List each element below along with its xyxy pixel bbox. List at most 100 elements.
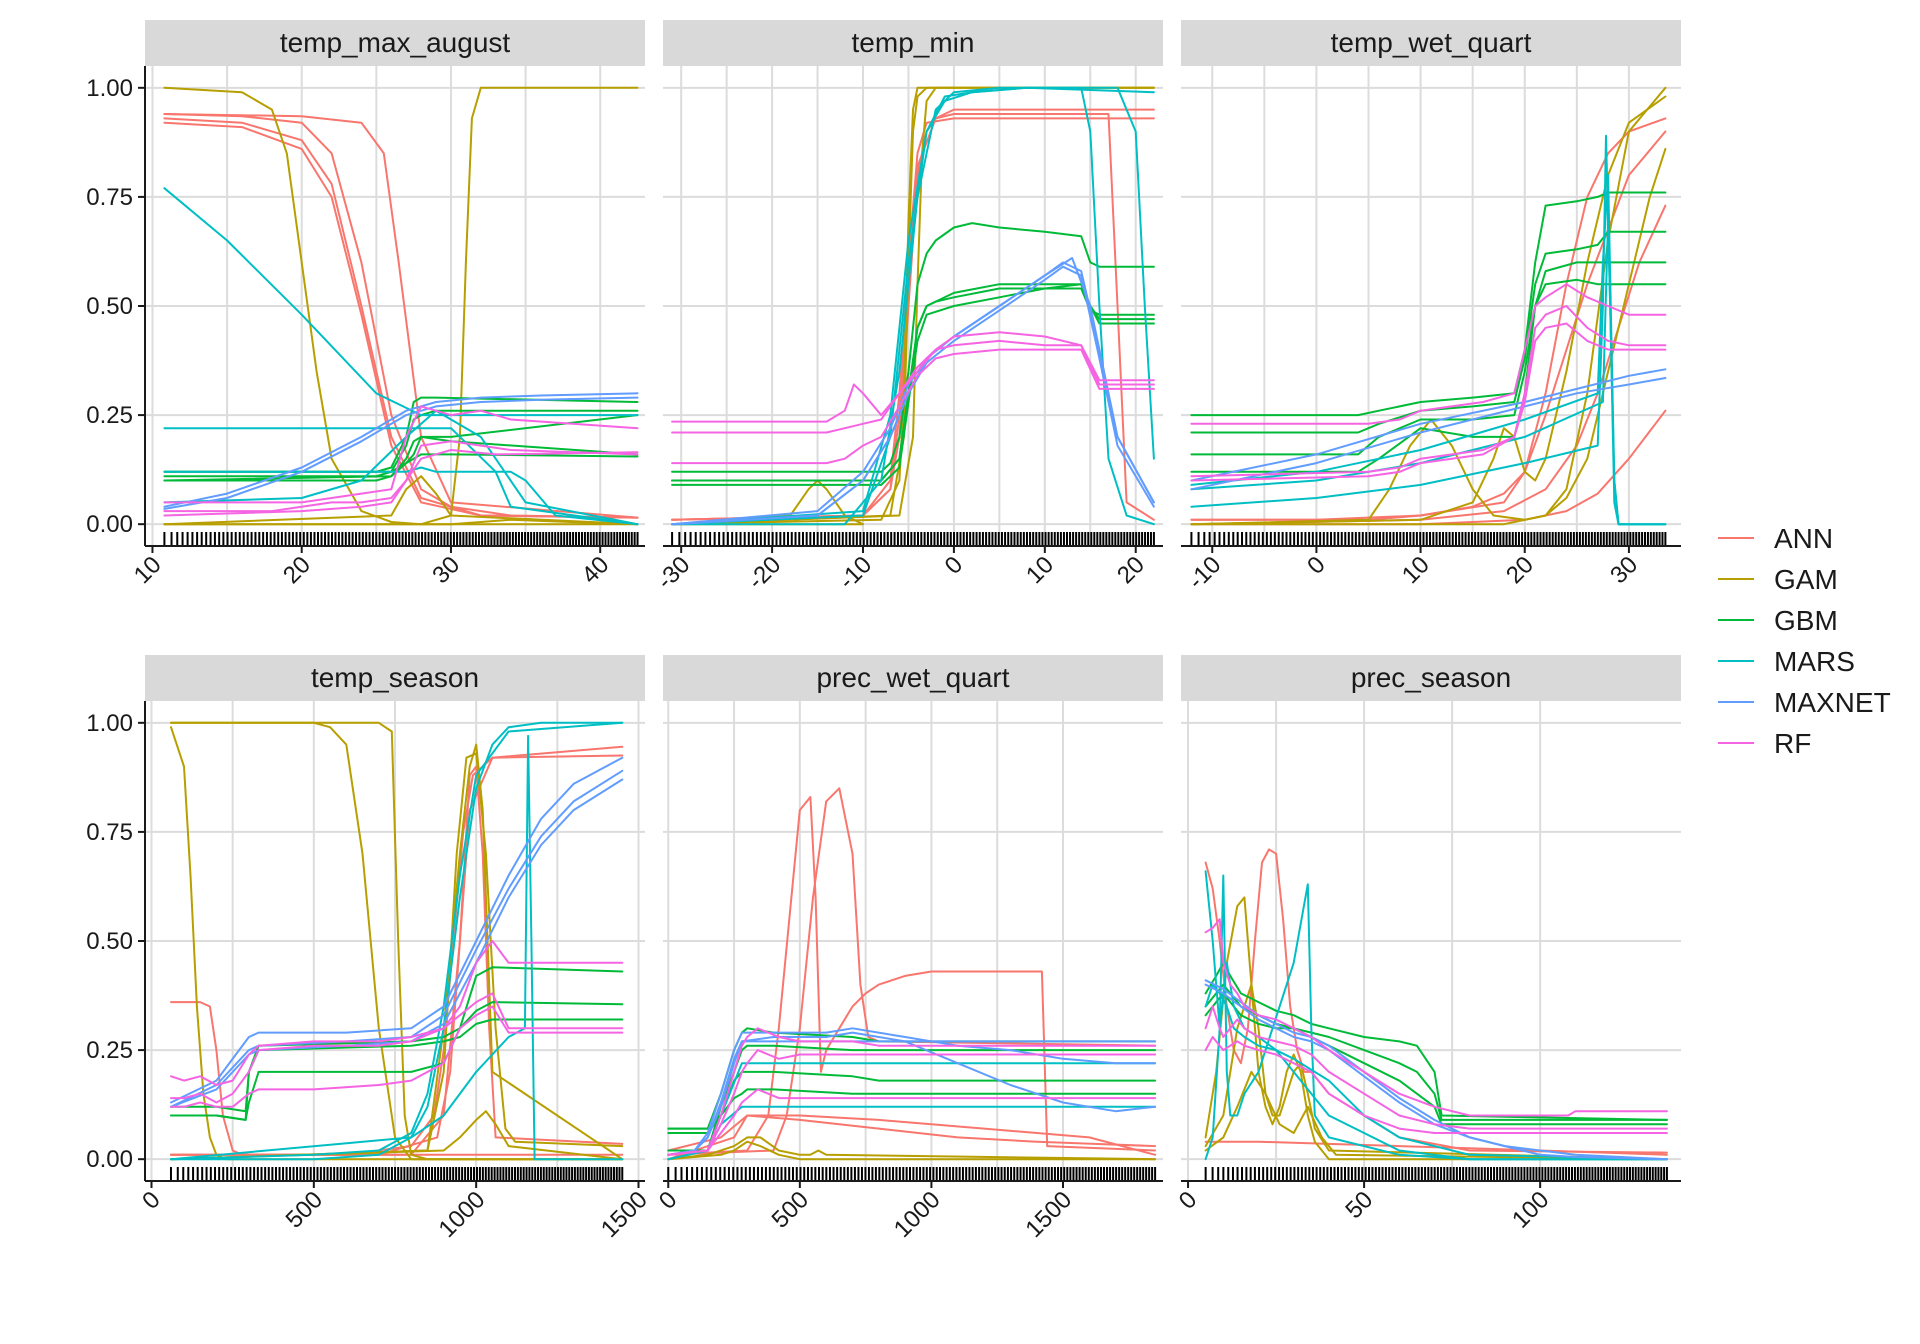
facet-strip bbox=[1181, 655, 1681, 701]
series-line-ann bbox=[667, 1114, 1157, 1152]
series-line-mars bbox=[170, 721, 624, 1161]
series-line-rf bbox=[667, 1088, 1157, 1156]
y-tick-label: 1.00 bbox=[86, 710, 133, 737]
series-line-rf bbox=[170, 1005, 624, 1108]
series-line-mars bbox=[170, 721, 624, 1161]
grid bbox=[663, 701, 1163, 1181]
facet-strip-label: prec_season bbox=[1351, 662, 1511, 693]
series-line-ann bbox=[163, 117, 639, 519]
series-line-maxnet bbox=[170, 756, 624, 1104]
series-line-gam bbox=[1204, 1070, 1668, 1161]
series-line-mars bbox=[671, 86, 1155, 526]
y-tick-label: 0.00 bbox=[86, 1146, 133, 1173]
series-lines bbox=[1204, 848, 1668, 1161]
series-line-rf bbox=[1204, 1005, 1668, 1130]
series-line-rf bbox=[671, 331, 1155, 423]
series-line-rf bbox=[1204, 1036, 1668, 1134]
series-line-gam bbox=[671, 86, 1155, 526]
facet-strip bbox=[663, 20, 1163, 66]
series-line-maxnet bbox=[163, 396, 639, 510]
series-line-mars bbox=[163, 466, 639, 526]
rug-marks bbox=[163, 532, 639, 546]
series-line-mars bbox=[1204, 983, 1668, 1161]
legend-item-maxnet: MAXNET bbox=[1718, 687, 1891, 718]
series-line-gam bbox=[1190, 147, 1667, 526]
facet-strip-label: temp_min bbox=[852, 27, 975, 58]
series-line-rf bbox=[1190, 283, 1667, 425]
series-line-maxnet bbox=[667, 1027, 1157, 1156]
facet-strip bbox=[145, 655, 645, 701]
series-line-ann bbox=[163, 121, 639, 519]
series-line-rf bbox=[671, 348, 1155, 465]
y-tick-label: 0.50 bbox=[86, 928, 133, 955]
series-line-rf bbox=[667, 1027, 1157, 1156]
series-line-gam bbox=[671, 86, 1155, 526]
series-line-gbm bbox=[170, 1018, 624, 1121]
series-line-gbm bbox=[1204, 983, 1668, 1121]
series-line-rf bbox=[163, 405, 639, 504]
legend-label: MARS bbox=[1774, 646, 1855, 677]
series-line-mars bbox=[1204, 870, 1668, 1161]
series-line-mars bbox=[163, 409, 639, 526]
series-line-mars bbox=[1190, 217, 1667, 526]
series-line-gam bbox=[667, 1140, 1157, 1161]
series-line-maxnet bbox=[1204, 983, 1668, 1161]
series-line-rf bbox=[1190, 322, 1667, 482]
rug-marks bbox=[169, 1167, 624, 1181]
series-line-gbm bbox=[1190, 230, 1667, 434]
series-line-ann bbox=[667, 787, 1157, 1156]
series-line-gam bbox=[163, 475, 639, 526]
series-line-rf bbox=[170, 992, 624, 1104]
series-line-gbm bbox=[163, 453, 639, 482]
legend-item-mars: MARS bbox=[1718, 646, 1855, 677]
series-lines bbox=[671, 86, 1155, 526]
rug-marks bbox=[667, 1167, 1157, 1181]
y-tick-label: 0.25 bbox=[86, 402, 133, 429]
series-line-gam bbox=[170, 1110, 624, 1161]
series-line-mars bbox=[671, 86, 1155, 526]
series-lines bbox=[170, 721, 624, 1161]
series-line-ann bbox=[170, 765, 624, 1156]
legend-label: GAM bbox=[1774, 564, 1838, 595]
series-line-ann bbox=[1190, 117, 1667, 521]
series-line-gam bbox=[163, 86, 639, 526]
y-tick-label: 1.00 bbox=[86, 75, 133, 102]
series-line-gam bbox=[163, 518, 639, 526]
series-line-ann bbox=[163, 113, 639, 519]
series-line-ann bbox=[667, 796, 1157, 1156]
legend-item-rf: RF bbox=[1718, 728, 1811, 759]
y-tick-label: 0.75 bbox=[86, 184, 133, 211]
y-tick-label: 0.75 bbox=[86, 819, 133, 846]
facet-strip bbox=[145, 20, 645, 66]
series-line-ann bbox=[163, 113, 639, 519]
y-tick-label: 0.50 bbox=[86, 293, 133, 320]
series-line-maxnet bbox=[1190, 377, 1667, 491]
series-line-gbm bbox=[667, 1044, 1157, 1152]
legend-label: GBM bbox=[1774, 605, 1838, 636]
y-tick-label: 0.25 bbox=[86, 1037, 133, 1064]
y-tick-label: 0.00 bbox=[86, 511, 133, 538]
series-line-rf bbox=[1204, 918, 1668, 1117]
facet-strip-label: temp_max_august bbox=[280, 27, 511, 58]
series-line-maxnet bbox=[170, 769, 624, 1108]
rug-marks bbox=[1204, 1167, 1668, 1181]
series-line-rf bbox=[671, 339, 1155, 434]
series-line-gbm bbox=[671, 222, 1155, 473]
facet-strip-label: prec_wet_quart bbox=[816, 662, 1009, 693]
series-line-mars bbox=[1190, 134, 1667, 526]
series-line-gam bbox=[170, 743, 624, 1161]
rug-marks bbox=[1190, 532, 1667, 546]
legend-item-gam: GAM bbox=[1718, 564, 1838, 595]
legend-label: ANN bbox=[1774, 523, 1833, 554]
series-line-gam bbox=[163, 86, 639, 526]
series-line-rf bbox=[170, 940, 624, 1086]
series-line-mars bbox=[163, 187, 639, 417]
legend-item-gbm: GBM bbox=[1718, 605, 1838, 636]
series-line-maxnet bbox=[163, 392, 639, 508]
series-line-maxnet bbox=[667, 1040, 1157, 1156]
